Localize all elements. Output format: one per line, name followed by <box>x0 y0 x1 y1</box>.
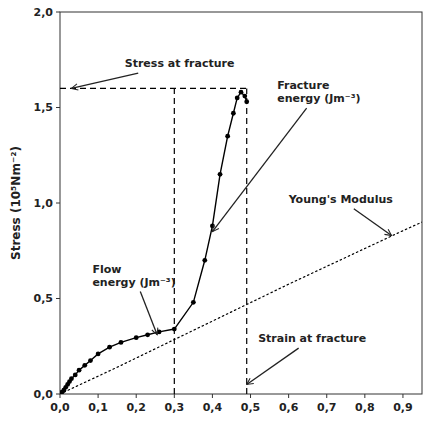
y-tick-label: 0,0 <box>34 388 54 401</box>
annotation-line: Strain at fracture <box>258 332 366 345</box>
ticks: 0,0 0,1 0,2 0,3 0,4 0,5 0,6 0,7 0,8 0,9 0,0 0,5 1,0 1… <box>34 6 413 415</box>
annotation-arrow <box>212 108 306 231</box>
x-tick-label: 0,1 <box>88 401 108 414</box>
plot-frame <box>60 12 422 394</box>
annotation-line: Fracture <box>277 79 329 92</box>
y-tick-label: 1,5 <box>34 101 54 114</box>
reference-line <box>60 88 247 89</box>
series-point <box>82 363 87 368</box>
annotation-line: Stress at fracture <box>125 57 235 70</box>
x-tick-label: 0,3 <box>165 401 185 414</box>
series-point <box>73 373 78 378</box>
series-point <box>231 111 236 116</box>
series-line <box>60 222 422 394</box>
series-line <box>60 92 247 394</box>
annotation-text: Fractureenergy (Jm⁻³) <box>277 79 360 105</box>
y-tick <box>56 298 60 299</box>
y-tick-label: 2,0 <box>34 6 54 19</box>
y-tick <box>56 394 60 395</box>
annotation-arrow <box>71 73 138 88</box>
series-point <box>210 224 215 229</box>
x-tick <box>402 394 403 398</box>
series-point <box>239 90 244 95</box>
annotation-text: Strain at fracture <box>258 332 366 345</box>
x-tick <box>98 394 99 398</box>
x-tick-label: 0,7 <box>317 401 337 414</box>
annotation-line: energy (Jm⁻³) <box>92 276 175 289</box>
annotation-arrow <box>247 348 299 384</box>
series-point <box>191 300 196 305</box>
series-point <box>202 258 207 263</box>
annotations: Stress at fractureFractureenergy (Jm⁻³)F… <box>71 57 393 384</box>
x-tick <box>174 394 175 398</box>
x-tick <box>288 394 289 398</box>
annotation-line: energy (Jm⁻³) <box>277 92 360 105</box>
x-tick <box>250 394 251 398</box>
x-tick-label: 0,5 <box>241 401 261 414</box>
annotation-line: Young's Modulus <box>288 193 394 206</box>
series-point <box>69 376 74 381</box>
series-point <box>218 172 223 177</box>
reference-line <box>174 88 175 394</box>
x-tick <box>60 394 61 398</box>
annotation-line: Flow <box>92 263 121 276</box>
series-point <box>119 340 124 345</box>
y-tick-label: 1,0 <box>34 197 54 210</box>
series-point <box>96 351 101 356</box>
series-point <box>88 358 93 363</box>
x-tick <box>364 394 365 398</box>
series-point <box>242 94 247 99</box>
annotation-text: Flowenergy (Jm⁻³) <box>92 263 175 289</box>
series-point <box>145 332 150 337</box>
x-tick-label: 0,4 <box>203 401 223 414</box>
y-tick-label: 0,5 <box>34 292 54 305</box>
x-tick-label: 0,6 <box>279 401 299 414</box>
annotation-text: Stress at fracture <box>125 57 235 70</box>
x-tick-label: 0,9 <box>393 401 413 414</box>
x-tick-label: 0,2 <box>126 401 146 414</box>
series-point <box>77 368 82 373</box>
chart: 0,0 0,1 0,2 0,3 0,4 0,5 0,6 0,7 0,8 0,9 0,0 0,5 1,0 1… <box>0 0 434 422</box>
y-tick <box>56 12 60 13</box>
y-tick <box>56 203 60 204</box>
x-tick-label: 0,8 <box>355 401 375 414</box>
x-tick <box>136 394 137 398</box>
annotation-text: Young's Modulus <box>288 193 394 206</box>
series-point <box>107 345 112 350</box>
series-point <box>225 134 230 139</box>
x-tick <box>212 394 213 398</box>
data-area <box>60 88 422 394</box>
annotation-arrow <box>354 209 392 236</box>
x-tick <box>326 394 327 398</box>
series-point <box>134 335 139 340</box>
x-tick-label: 0,0 <box>50 401 70 414</box>
series-point <box>235 96 240 101</box>
y-tick <box>56 107 60 108</box>
annotation-arrow <box>140 292 157 335</box>
reference-line <box>246 88 247 394</box>
y-axis-label: Stress (10⁵Nm⁻²) <box>9 146 23 260</box>
